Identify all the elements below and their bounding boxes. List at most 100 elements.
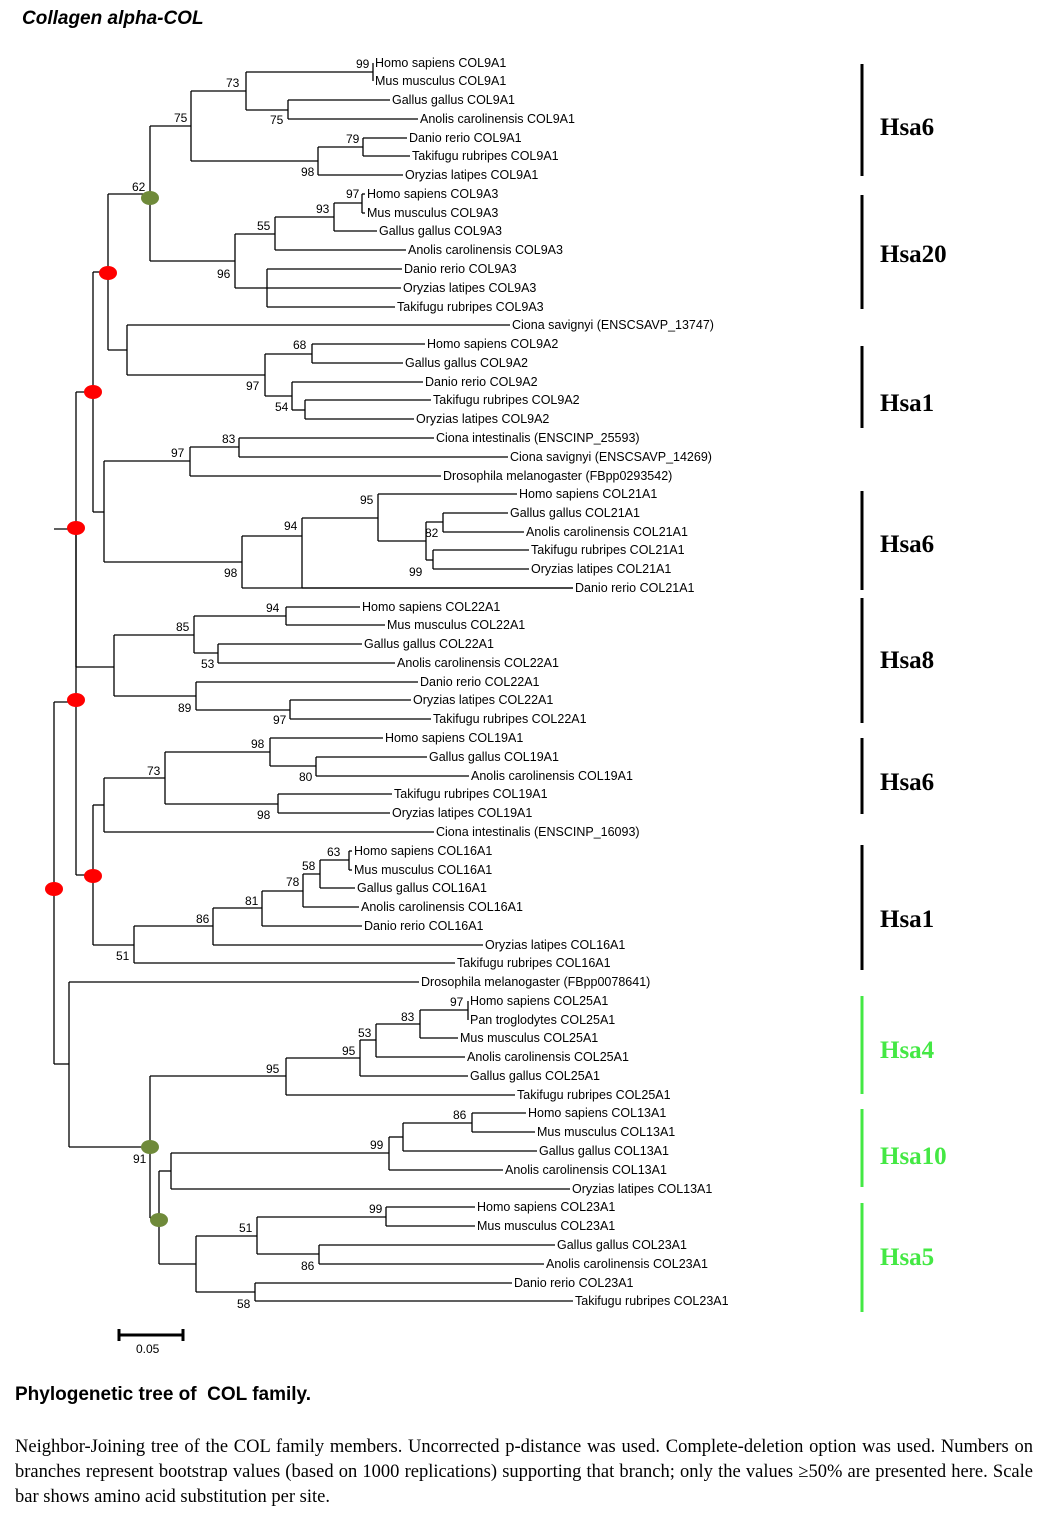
bootstrap-value: 51 bbox=[116, 949, 130, 963]
taxon-label: Takifugu rubripes COL9A1 bbox=[412, 149, 559, 163]
bootstrap-value: 83 bbox=[222, 432, 236, 446]
taxon-label: Pan troglodytes COL25A1 bbox=[470, 1013, 615, 1027]
taxon-label: Mus musculus COL22A1 bbox=[387, 618, 525, 632]
chromosome-group-label: Hsa4 bbox=[880, 1037, 935, 1064]
chromosome-group-label: Hsa10 bbox=[880, 1143, 947, 1170]
taxon-label: Anolis carolinensis COL21A1 bbox=[526, 525, 688, 539]
taxon-label: Danio rerio COL16A1 bbox=[364, 919, 484, 933]
bootstrap-value: 53 bbox=[201, 657, 215, 671]
taxon-label: Danio rerio COL9A2 bbox=[425, 375, 538, 389]
taxon-label: Homo sapiens COL9A3 bbox=[367, 187, 498, 201]
chromosome-group-label: Hsa1 bbox=[880, 906, 934, 933]
taxon-label: Takifugu rubripes COL9A3 bbox=[397, 300, 544, 314]
scale-bar-label: 0.05 bbox=[136, 1342, 160, 1356]
bootstrap-value: 82 bbox=[425, 526, 439, 540]
bootstrap-value: 78 bbox=[286, 875, 300, 889]
taxon-label: Danio rerio COL23A1 bbox=[514, 1276, 634, 1290]
taxon-label: Gallus gallus COL13A1 bbox=[539, 1144, 669, 1158]
bootstrap-value: 97 bbox=[171, 446, 185, 460]
bootstrap-value: 93 bbox=[316, 202, 330, 216]
taxon-label: Gallus gallus COL23A1 bbox=[557, 1238, 687, 1252]
taxon-label: Oryzias latipes COL9A2 bbox=[416, 412, 549, 426]
bootstrap-value: 99 bbox=[356, 57, 370, 71]
figure-title: Collagen alpha-COL bbox=[22, 8, 204, 29]
taxon-label: Mus musculus COL16A1 bbox=[354, 863, 492, 877]
taxon-label: Gallus gallus COL9A1 bbox=[392, 93, 515, 107]
bootstrap-value: 95 bbox=[342, 1044, 356, 1058]
red-node-marker bbox=[99, 266, 117, 280]
chromosome-group-label: Hsa8 bbox=[880, 647, 934, 674]
taxon-label: Homo sapiens COL21A1 bbox=[519, 487, 657, 501]
caption-heading: Phylogenetic tree of COL family. bbox=[15, 1384, 311, 1405]
bootstrap-value: 63 bbox=[327, 845, 341, 859]
taxon-label: Danio rerio COL21A1 bbox=[575, 581, 695, 595]
taxon-label: Danio rerio COL22A1 bbox=[420, 675, 540, 689]
taxon-label: Oryzias latipes COL13A1 bbox=[572, 1182, 712, 1196]
taxon-label: Danio rerio COL9A1 bbox=[409, 131, 522, 145]
chromosome-group-label: Hsa1 bbox=[880, 390, 934, 417]
taxon-label: Mus musculus COL23A1 bbox=[477, 1219, 615, 1233]
bootstrap-value: 68 bbox=[293, 338, 307, 352]
taxon-label: Homo sapiens COL23A1 bbox=[477, 1200, 615, 1214]
bootstrap-value: 55 bbox=[257, 219, 271, 233]
olive-node-marker bbox=[150, 1213, 168, 1227]
bootstrap-value: 99 bbox=[409, 565, 423, 579]
bootstrap-value: 91 bbox=[133, 1152, 147, 1166]
bootstrap-value: 89 bbox=[178, 701, 192, 715]
taxon-label: Ciona savignyi (ENSCSAVP_14269) bbox=[510, 450, 712, 464]
bootstrap-value: 85 bbox=[176, 620, 190, 634]
taxon-label: Drosophila melanogaster (FBpp0293542) bbox=[443, 469, 672, 483]
taxon-label: Gallus gallus COL21A1 bbox=[510, 506, 640, 520]
taxon-label: Takifugu rubripes COL16A1 bbox=[457, 956, 611, 970]
taxon-label: Mus musculus COL9A3 bbox=[367, 206, 498, 220]
taxon-label: Ciona intestinalis (ENSCINP_25593) bbox=[436, 431, 640, 445]
red-node-marker bbox=[45, 882, 63, 896]
taxon-label: Gallus gallus COL25A1 bbox=[470, 1069, 600, 1083]
taxon-label: Takifugu rubripes COL19A1 bbox=[394, 787, 548, 801]
taxon-label: Gallus gallus COL9A3 bbox=[379, 224, 502, 238]
caption-body: Neighbor-Joining tree of the COL family … bbox=[15, 1437, 1033, 1507]
bootstrap-value: 99 bbox=[370, 1138, 384, 1152]
taxon-label: Takifugu rubripes COL25A1 bbox=[517, 1088, 671, 1102]
taxon-label: Anolis carolinensis COL16A1 bbox=[361, 900, 523, 914]
bootstrap-value: 79 bbox=[346, 132, 360, 146]
bootstrap-value: 73 bbox=[226, 76, 240, 90]
bootstrap-value: 83 bbox=[401, 1010, 415, 1024]
phylogenetic-tree: 99 73 75 75 79 98 62 97 93 55 96 68 97 54 83 97 95 94 82 98… bbox=[45, 56, 947, 1356]
taxon-label: Mus musculus COL13A1 bbox=[537, 1125, 675, 1139]
taxon-label: Anolis carolinensis COL22A1 bbox=[397, 656, 559, 670]
taxon-label: Takifugu rubripes COL22A1 bbox=[433, 712, 587, 726]
taxon-label: Mus musculus COL9A1 bbox=[375, 74, 506, 88]
taxon-label: Ciona intestinalis (ENSCINP_16093) bbox=[436, 825, 640, 839]
olive-node-marker bbox=[141, 1140, 159, 1154]
taxon-label: Anolis carolinensis COL9A3 bbox=[408, 243, 563, 257]
bootstrap-value: 58 bbox=[302, 859, 316, 873]
taxon-label: Gallus gallus COL22A1 bbox=[364, 637, 494, 651]
taxon-label: Homo sapiens COL13A1 bbox=[528, 1106, 666, 1120]
bootstrap-value: 81 bbox=[245, 894, 259, 908]
taxon-label: Homo sapiens COL22A1 bbox=[362, 600, 500, 614]
red-node-marker bbox=[84, 869, 102, 883]
taxon-label: Danio rerio COL9A3 bbox=[404, 262, 517, 276]
bootstrap-value: 73 bbox=[147, 764, 161, 778]
bootstrap-value: 98 bbox=[301, 165, 315, 179]
red-node-marker bbox=[84, 385, 102, 399]
chromosome-group-label: Hsa6 bbox=[880, 531, 934, 558]
bootstrap-value: 98 bbox=[224, 566, 238, 580]
bootstrap-value: 99 bbox=[369, 1202, 383, 1216]
bootstrap-value: 97 bbox=[273, 713, 287, 727]
bootstrap-value: 95 bbox=[266, 1062, 280, 1076]
bootstrap-value: 58 bbox=[237, 1297, 251, 1311]
taxon-label: Homo sapiens COL9A2 bbox=[427, 337, 558, 351]
taxon-label: Oryzias latipes COL9A3 bbox=[403, 281, 536, 295]
taxon-label: Anolis carolinensis COL23A1 bbox=[546, 1257, 708, 1271]
taxon-label: Homo sapiens COL16A1 bbox=[354, 844, 492, 858]
taxon-label: Gallus gallus COL16A1 bbox=[357, 881, 487, 895]
scale-bar: 0.05 bbox=[117, 1329, 185, 1356]
taxon-label: Ciona savignyi (ENSCSAVP_13747) bbox=[512, 318, 714, 332]
taxon-label: Oryzias latipes COL9A1 bbox=[405, 168, 538, 182]
taxon-label: Homo sapiens COL19A1 bbox=[385, 731, 523, 745]
bootstrap-value: 86 bbox=[196, 912, 210, 926]
bootstrap-value: 54 bbox=[275, 400, 289, 414]
chromosome-group-label: Hsa6 bbox=[880, 769, 934, 796]
